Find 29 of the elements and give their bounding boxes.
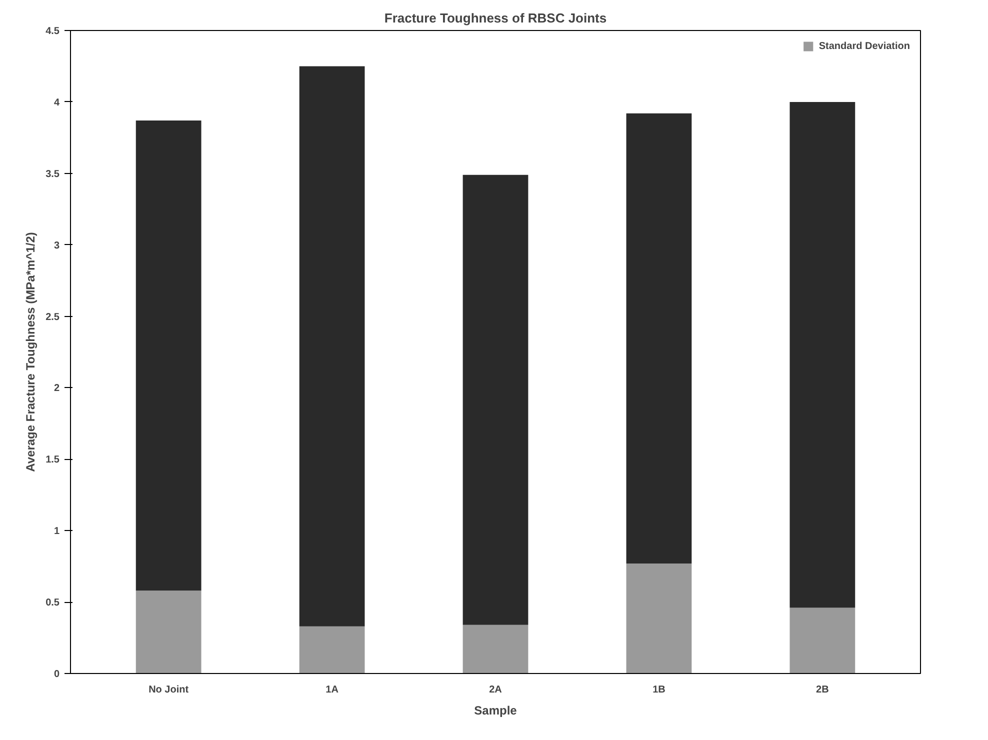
bar [790,608,856,674]
bar [136,120,202,591]
x-axis-title: Sample [474,704,518,718]
y-tick-label: 2.5 [46,312,60,323]
bar [790,102,856,608]
bar [626,563,692,674]
legend-label: Standard Deviation [818,40,910,52]
y-tick-label: 4.5 [46,26,60,37]
x-tick-label: No Joint [148,684,190,696]
chart-title: Fracture Toughness of RBSC Joints [384,10,607,26]
x-tick-label: 1A [326,684,338,696]
y-tick-label: 1 [54,526,60,538]
bar [462,174,528,625]
x-tick-label: 1B [652,684,666,696]
y-tick-label: 1.5 [46,454,60,466]
y-tick-label: 2 [54,383,60,394]
y-tick-label: 0.5 [46,598,60,609]
x-tick-label: 2B [816,684,829,696]
y-axis-title: Average Fracture Toughness (MPa*m^1/2) [24,232,38,472]
y-tick-label: 3.5 [46,168,60,180]
y-tick-label: 0 [54,669,60,680]
y-tick-label: 3 [54,240,60,252]
bar [462,624,528,674]
bar [626,113,692,564]
y-tick-label: 4 [54,97,60,108]
x-tick-label: 2A [489,684,502,696]
bar [299,626,365,674]
bar [136,590,202,674]
bar [299,66,365,626]
